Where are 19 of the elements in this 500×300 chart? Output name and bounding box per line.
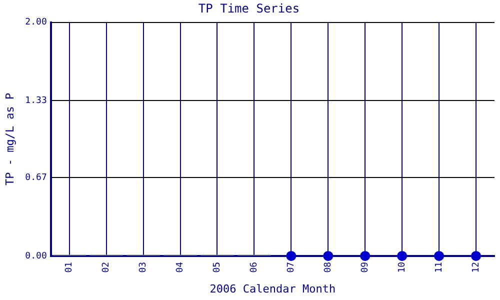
- x-tick-label: 08: [323, 262, 334, 273]
- x-tick-label: 12: [471, 262, 482, 273]
- x-tick-label: 02: [102, 262, 112, 273]
- y-tick-label: 0.00: [25, 251, 47, 262]
- x-tick-label: 04: [176, 262, 186, 273]
- chart-title: TP Time Series: [198, 1, 300, 16]
- x-tick-label: 01: [64, 262, 75, 273]
- x-tick-label: 06: [250, 262, 260, 273]
- x-tick-label: 05: [212, 262, 223, 273]
- x-tick-label: 09: [360, 262, 370, 273]
- y-axis-title: TP - mg/L as P: [3, 92, 16, 186]
- x-tick-label: 03: [138, 262, 149, 273]
- y-tick-label: 1.33: [25, 96, 47, 106]
- y-tick-label: 2.00: [25, 18, 47, 28]
- x-tick-label: 07: [286, 262, 297, 273]
- x-tick-label: 11: [434, 262, 444, 273]
- y-tick-label: 0.67: [25, 173, 47, 184]
- x-tick-label: 10: [397, 262, 408, 273]
- x-axis-title: 2006 Calendar Month: [210, 282, 336, 296]
